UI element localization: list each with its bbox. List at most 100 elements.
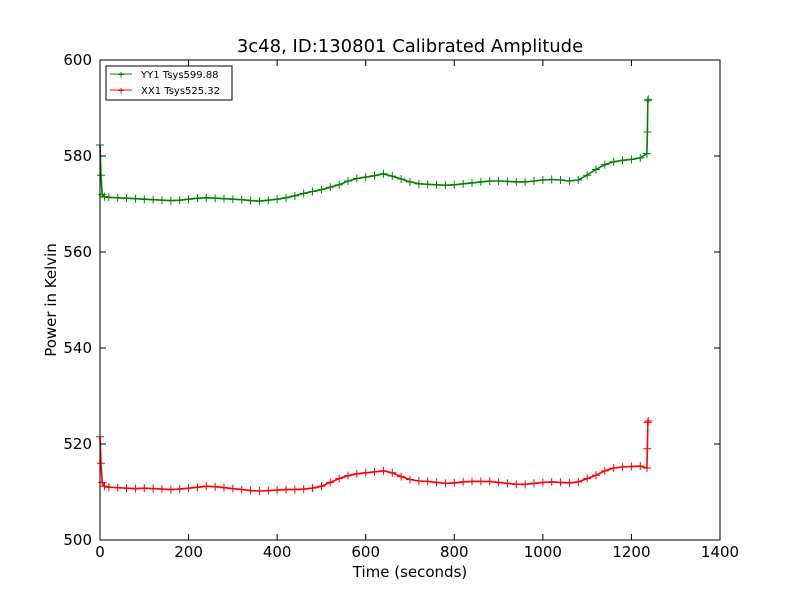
data-point — [100, 482, 109, 491]
data-point — [308, 187, 317, 196]
data-point — [361, 468, 370, 477]
y-tick-label: 500 — [63, 531, 92, 549]
data-point — [512, 177, 521, 186]
data-point — [211, 482, 220, 491]
data-point — [246, 196, 255, 205]
data-point — [228, 195, 237, 204]
data-point — [211, 194, 220, 203]
data-point — [388, 468, 397, 477]
data-point — [166, 196, 175, 205]
data-point — [184, 195, 193, 204]
data-point — [370, 467, 379, 476]
data-point — [113, 193, 122, 202]
x-tick-label: 0 — [95, 543, 105, 561]
data-point — [193, 194, 202, 203]
data-point — [326, 478, 335, 487]
data-point — [476, 177, 485, 186]
data-point — [538, 176, 547, 184]
data-point — [636, 462, 645, 471]
data-point — [485, 176, 494, 185]
data-point — [642, 149, 651, 158]
data-point — [317, 185, 326, 194]
chart-title: 3c48, ID:130801 Calibrated Amplitude — [237, 36, 583, 57]
data-point — [202, 482, 211, 491]
data-point — [308, 484, 317, 493]
data-point — [643, 128, 652, 136]
data-point — [556, 478, 565, 487]
data-point — [184, 484, 193, 493]
data-point — [113, 483, 122, 492]
data-point — [583, 474, 592, 483]
data-point — [335, 474, 344, 483]
legend-label-xx1: XX1 Tsys525.32 — [141, 86, 220, 97]
legend-marker-yy1: + — [118, 68, 125, 81]
data-point — [414, 476, 423, 485]
data-point — [600, 466, 609, 475]
data-point — [131, 194, 140, 203]
data-point — [237, 485, 246, 494]
data-point — [485, 477, 494, 486]
data-point — [618, 463, 627, 472]
data-point — [468, 477, 476, 486]
data-point — [264, 486, 273, 495]
x-tick-label: 200 — [174, 543, 203, 561]
series-layer — [96, 95, 653, 496]
data-point — [609, 464, 618, 472]
data-point — [255, 197, 264, 206]
data-point — [220, 194, 228, 203]
x-tick-label: 1200 — [612, 543, 650, 561]
data-point — [388, 172, 397, 181]
tick-layer: 0 200 400 600 800 1000 1200 1400 500 520 540 560 580… — [63, 51, 739, 561]
data-point — [423, 477, 432, 486]
data-point — [556, 176, 565, 184]
x-axis-label: Time (seconds) — [352, 563, 468, 581]
data-point — [503, 479, 512, 488]
data-point — [246, 486, 255, 495]
data-point — [406, 475, 414, 484]
data-point — [600, 160, 609, 169]
data-point — [158, 485, 166, 494]
x-tick-label: 1400 — [701, 543, 739, 561]
legend: + YY1 Tsys599.88 + XX1 Tsys525.32 — [105, 65, 233, 101]
data-point — [441, 181, 450, 190]
data-point — [175, 485, 184, 494]
data-point — [547, 477, 556, 486]
data-point — [450, 478, 459, 487]
data-point — [538, 478, 547, 487]
data-point — [352, 174, 361, 183]
data-point — [264, 196, 273, 205]
data-point — [326, 183, 335, 192]
series-yy1 — [96, 95, 653, 206]
legend-box — [105, 65, 233, 101]
data-point — [441, 479, 450, 488]
data-point — [574, 477, 583, 486]
data-point — [96, 459, 105, 468]
data-point — [494, 478, 503, 487]
x-tick-label: 600 — [351, 543, 380, 561]
data-point — [273, 486, 282, 495]
data-point — [344, 471, 352, 480]
data-point — [459, 477, 468, 486]
legend-marker-xx1: + — [118, 84, 125, 97]
legend-label-yy1: YY1 Tsys599.88 — [140, 70, 219, 81]
data-point — [255, 487, 264, 496]
data-point — [131, 484, 140, 493]
data-point — [149, 484, 158, 493]
data-point — [521, 177, 530, 186]
data-point — [370, 171, 379, 180]
data-point — [149, 195, 158, 204]
data-point — [423, 180, 432, 189]
data-point — [512, 480, 521, 489]
data-point — [644, 416, 653, 425]
data-point — [644, 95, 653, 104]
x-tick-label: 400 — [263, 543, 292, 561]
data-point — [565, 176, 574, 185]
data-point — [583, 171, 592, 180]
data-point — [397, 175, 406, 184]
data-point — [104, 483, 113, 492]
data-point — [450, 180, 459, 189]
data-point — [202, 193, 211, 202]
data-point — [643, 444, 652, 453]
y-tick-label: 580 — [63, 147, 92, 165]
